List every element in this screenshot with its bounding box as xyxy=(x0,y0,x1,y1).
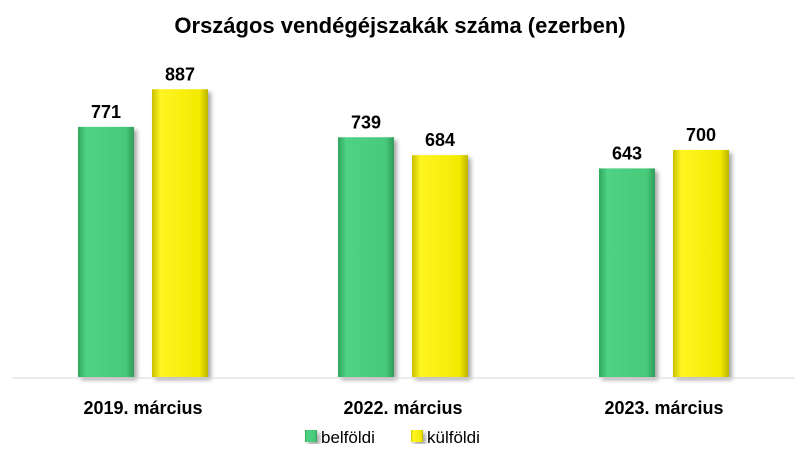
category-label-2: 2023. március xyxy=(604,398,723,418)
bar-kulfoldi-2 xyxy=(673,149,729,377)
bars-layer xyxy=(78,89,729,377)
legend-label-belfoldi: belföldi xyxy=(321,428,375,447)
bar-belfoldi-2 xyxy=(599,168,655,377)
data-label-belfoldi-1: 739 xyxy=(351,112,381,132)
data-label-kulfoldi-2: 700 xyxy=(686,125,716,145)
chart-title: Országos vendégéjszakák száma (ezerben) xyxy=(174,13,625,38)
data-labels-layer: 771 887 739 684 643 700 xyxy=(91,64,716,163)
legend-swatch-belfoldi xyxy=(305,430,317,442)
legend-label-kulfoldi: külföldi xyxy=(427,428,480,447)
category-label-1: 2022. március xyxy=(343,398,462,418)
data-label-kulfoldi-1: 684 xyxy=(425,130,455,150)
category-label-0: 2019. március xyxy=(83,398,202,418)
category-labels: 2019. március 2022. március 2023. március xyxy=(83,398,723,418)
data-label-kulfoldi-0: 887 xyxy=(165,64,195,84)
legend-swatch-kulfoldi xyxy=(411,430,423,442)
data-label-belfoldi-0: 771 xyxy=(91,102,121,122)
data-label-belfoldi-2: 643 xyxy=(612,143,642,163)
bar-belfoldi-1 xyxy=(338,137,394,377)
bar-belfoldi-0 xyxy=(78,126,134,377)
bar-kulfoldi-0 xyxy=(152,89,208,377)
legend: belföldi külföldi xyxy=(305,428,480,447)
bar-kulfoldi-1 xyxy=(412,155,468,377)
